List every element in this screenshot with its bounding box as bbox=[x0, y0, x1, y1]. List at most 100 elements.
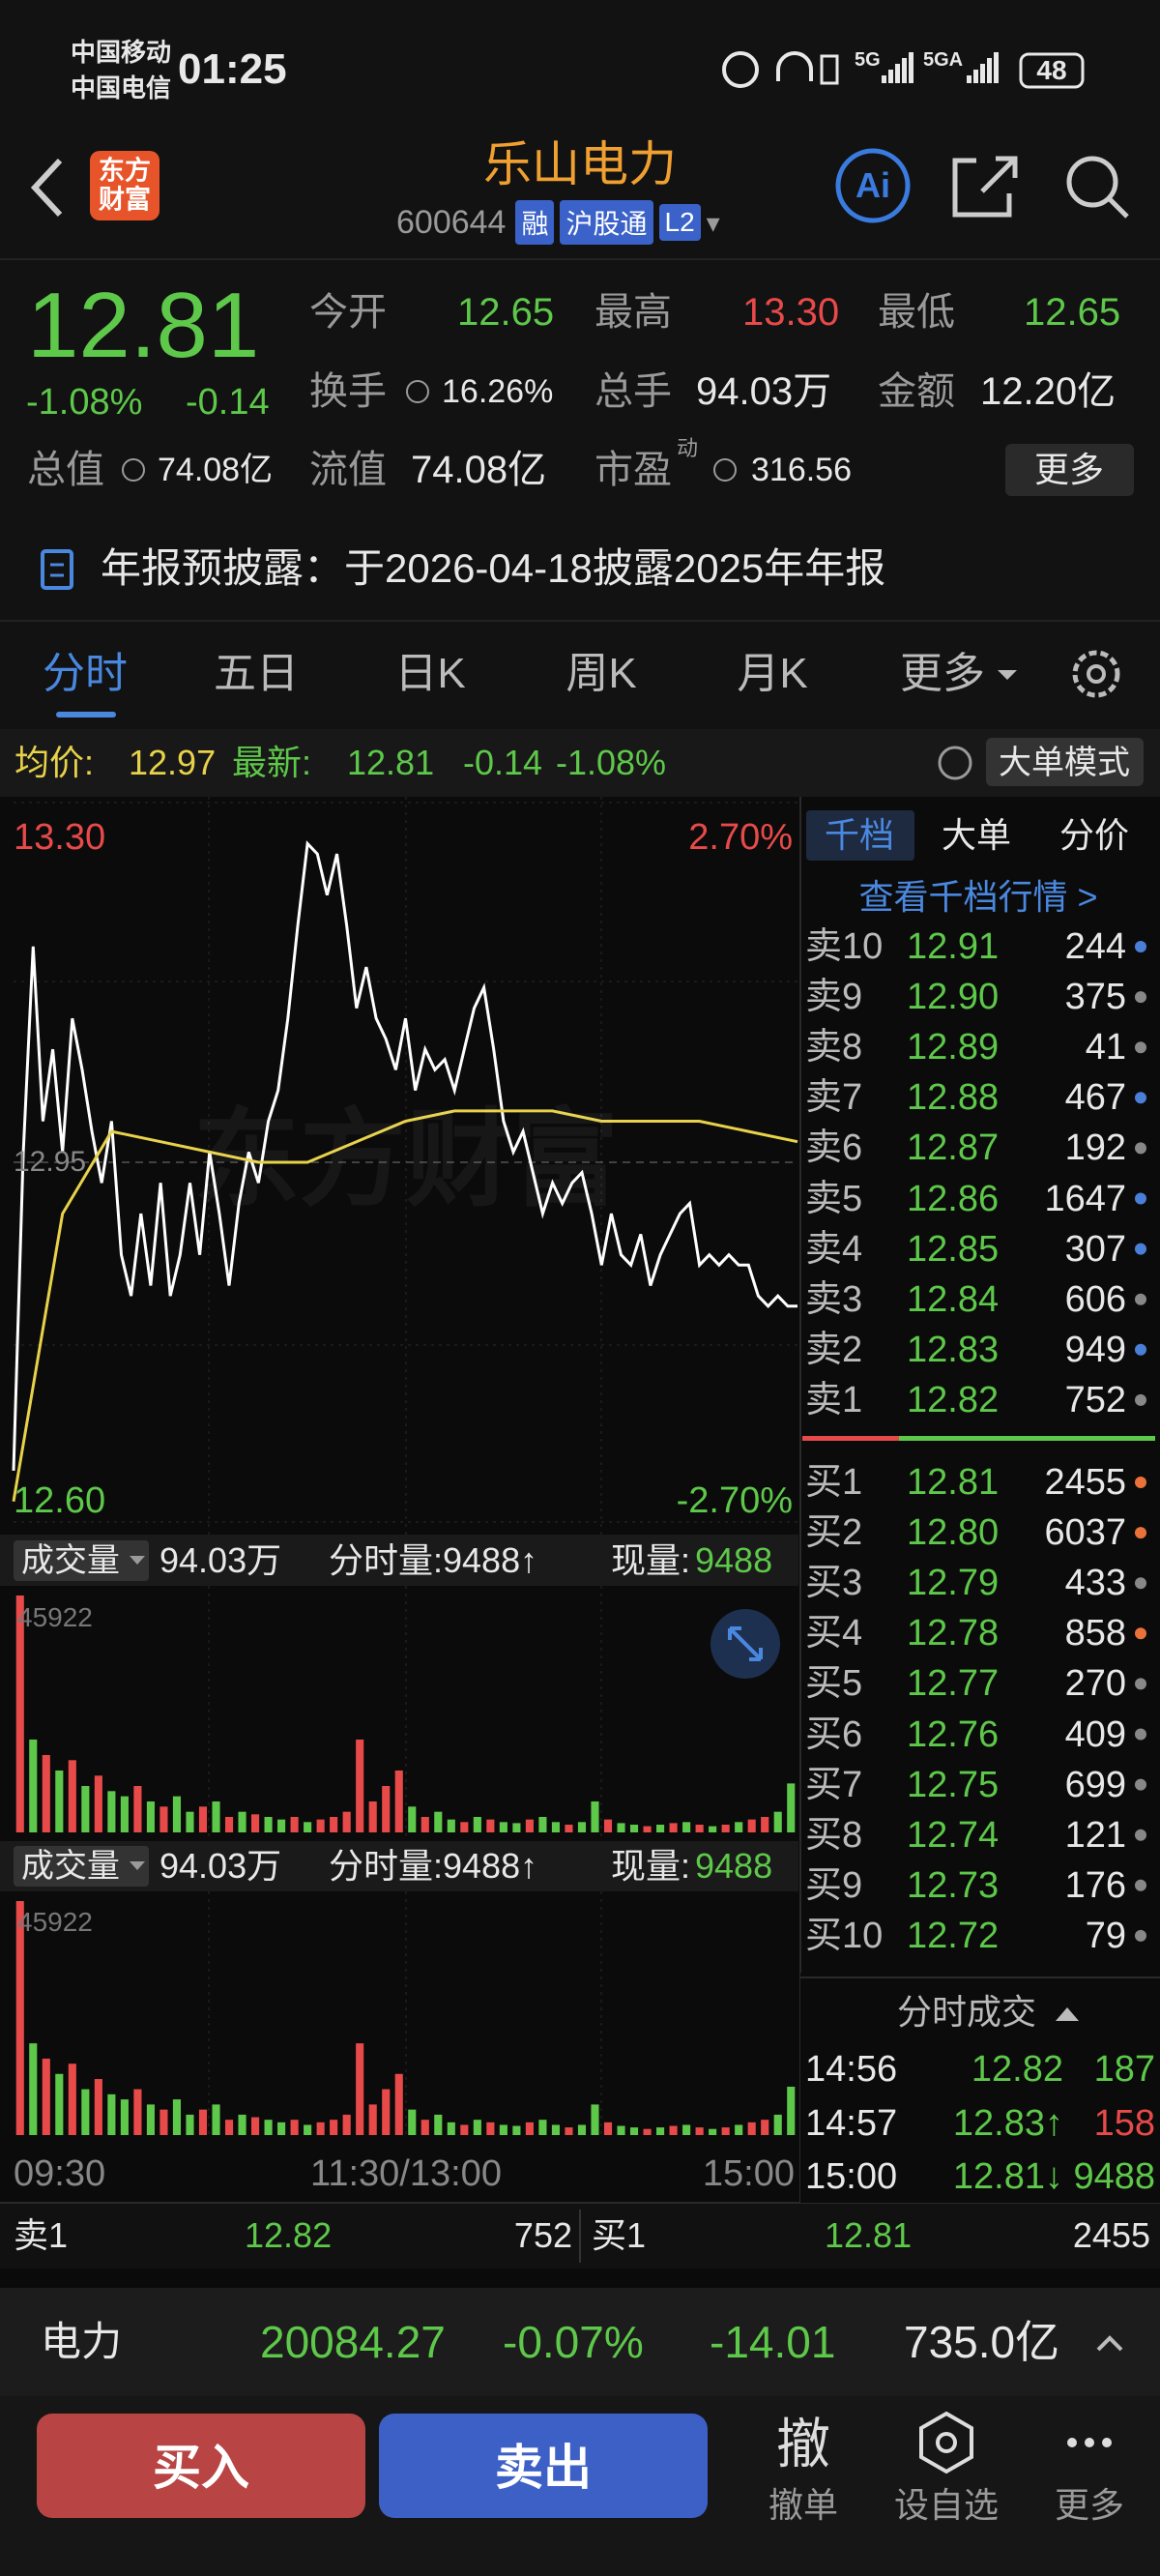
help-icon bbox=[938, 746, 972, 780]
sell-label[interactable]: 卖出 bbox=[495, 2441, 592, 2495]
trade-time: 14:56 bbox=[805, 2049, 898, 2090]
book-price: 12.83 bbox=[907, 1329, 1000, 1370]
more-label[interactable]: 更多 bbox=[1033, 450, 1105, 489]
field-sup: 动 bbox=[677, 436, 699, 460]
signal-bar bbox=[994, 52, 999, 83]
book-level: 买5 bbox=[805, 1663, 863, 1705]
volume-selector[interactable] bbox=[14, 1540, 149, 1581]
latest-label: 最新: bbox=[232, 743, 312, 782]
book-dot bbox=[1135, 1293, 1146, 1305]
volume-label[interactable]: 成交量 bbox=[21, 1542, 120, 1579]
bid-qty: 2455 bbox=[1072, 2215, 1150, 2255]
search-button[interactable] bbox=[1066, 156, 1118, 208]
book-dot bbox=[1135, 941, 1146, 952]
info-bar-bg bbox=[0, 729, 1160, 797]
book-qty: 858 bbox=[1064, 1613, 1126, 1654]
logo-bg bbox=[90, 151, 160, 220]
notice-text[interactable]: 年报预披露：于2026-04-18披露2025年年报 bbox=[101, 545, 886, 591]
tab[interactable]: 更多 bbox=[900, 650, 985, 697]
volume-bar bbox=[160, 1806, 168, 1832]
index-value: 20084.27 bbox=[260, 2317, 446, 2367]
buy-button[interactable] bbox=[37, 2414, 365, 2518]
volume-bar bbox=[238, 1811, 246, 1832]
buy-label[interactable]: 买入 bbox=[153, 2441, 249, 2495]
tab[interactable]: 周K bbox=[566, 650, 637, 697]
volume-bar bbox=[160, 2109, 168, 2135]
mode-button[interactable] bbox=[986, 738, 1144, 786]
book-qty: 409 bbox=[1064, 1713, 1126, 1755]
volume-bar bbox=[591, 2104, 599, 2135]
trade-time: 15:00 bbox=[805, 2156, 898, 2197]
ai-button[interactable] bbox=[835, 148, 911, 223]
dropdown-arrow[interactable]: ▾ bbox=[706, 207, 720, 238]
volume-bar bbox=[382, 2089, 391, 2135]
volume-bar bbox=[565, 2127, 573, 2135]
ai-label[interactable]: Ai bbox=[856, 165, 890, 205]
volume-bar bbox=[551, 1822, 560, 1832]
volume-bar bbox=[512, 1823, 521, 1832]
volume-total: 94.03万 bbox=[160, 1540, 282, 1580]
volume-bar bbox=[81, 2089, 90, 2135]
volume-bar bbox=[290, 1816, 299, 1832]
volume-bar bbox=[304, 1822, 312, 1832]
more-button[interactable] bbox=[1005, 444, 1134, 496]
volume-bar bbox=[408, 1806, 417, 1832]
more-dot bbox=[1067, 2438, 1077, 2447]
settings-button[interactable] bbox=[1072, 650, 1120, 698]
field-value: 74.08亿 bbox=[158, 452, 274, 488]
book-dot bbox=[1135, 1393, 1146, 1406]
volume-selector[interactable] bbox=[14, 1846, 149, 1887]
more-label[interactable]: 更多 bbox=[1054, 2485, 1125, 2525]
volume-label[interactable]: 成交量 bbox=[21, 1848, 120, 1885]
trades-title[interactable]: 分时成交 bbox=[896, 1992, 1037, 2032]
volume-bar bbox=[394, 2073, 403, 2135]
index-change-pct: -0.07% bbox=[503, 2317, 644, 2367]
change-pct: -1.08% bbox=[26, 382, 143, 423]
volume-bar bbox=[368, 1800, 377, 1832]
tab[interactable]: 五日 bbox=[214, 650, 299, 697]
field-label: 今开 bbox=[309, 291, 387, 334]
book-qty: 6037 bbox=[1044, 1512, 1126, 1554]
more-dot bbox=[1102, 2438, 1112, 2447]
book-tab[interactable]: 千档 bbox=[824, 815, 895, 855]
book-price: 12.91 bbox=[907, 926, 1000, 967]
tab[interactable]: 月K bbox=[737, 650, 808, 697]
y-tick-label: 12.60 bbox=[14, 1480, 106, 1521]
mode-label[interactable]: 大单模式 bbox=[999, 745, 1130, 781]
back-button[interactable] bbox=[30, 158, 63, 218]
volume-bar bbox=[120, 2099, 129, 2135]
volume-bar bbox=[695, 1824, 704, 1832]
index-name[interactable]: 电力 bbox=[41, 2319, 123, 2364]
book-level: 买2 bbox=[805, 1512, 863, 1554]
watch-label[interactable]: 设自选 bbox=[893, 2485, 1000, 2525]
tab[interactable]: 日K bbox=[394, 650, 466, 697]
volume-bar bbox=[133, 1785, 142, 1832]
share-button[interactable] bbox=[952, 156, 1018, 218]
field-value: 12.65 bbox=[457, 291, 555, 334]
volume-bar bbox=[709, 1826, 717, 1832]
network: 5G bbox=[855, 49, 881, 71]
code-line: 600644 融沪股通 L2 ▾ bbox=[396, 200, 720, 245]
book-dot bbox=[1135, 1728, 1146, 1741]
volume-bar bbox=[198, 2109, 208, 2135]
stock-tag: L2 bbox=[658, 204, 701, 241]
volume-bar bbox=[629, 1824, 639, 1832]
trade-qty: 187 bbox=[1093, 2049, 1155, 2090]
volume-bar bbox=[761, 2120, 769, 2135]
battery-icon bbox=[1019, 52, 1085, 89]
book-level: 卖4 bbox=[805, 1228, 863, 1270]
cancel-icon[interactable]: 撤 bbox=[776, 2414, 830, 2474]
sell-button[interactable] bbox=[379, 2414, 708, 2518]
field-value: 12.20亿 bbox=[980, 370, 1116, 413]
book-dot bbox=[1135, 1192, 1146, 1205]
book-link[interactable]: 查看千档行情 > bbox=[858, 877, 1098, 917]
tab[interactable]: 分时 bbox=[43, 650, 128, 697]
volume-bar bbox=[695, 2127, 704, 2135]
book-tab[interactable]: 大单 bbox=[941, 815, 1012, 855]
book-tab[interactable]: 分价 bbox=[1058, 815, 1130, 855]
volume-bar bbox=[447, 2122, 455, 2135]
cancel-label[interactable]: 撤单 bbox=[768, 2485, 839, 2525]
volume-bar bbox=[316, 1819, 325, 1832]
volume-bar bbox=[551, 2124, 560, 2135]
